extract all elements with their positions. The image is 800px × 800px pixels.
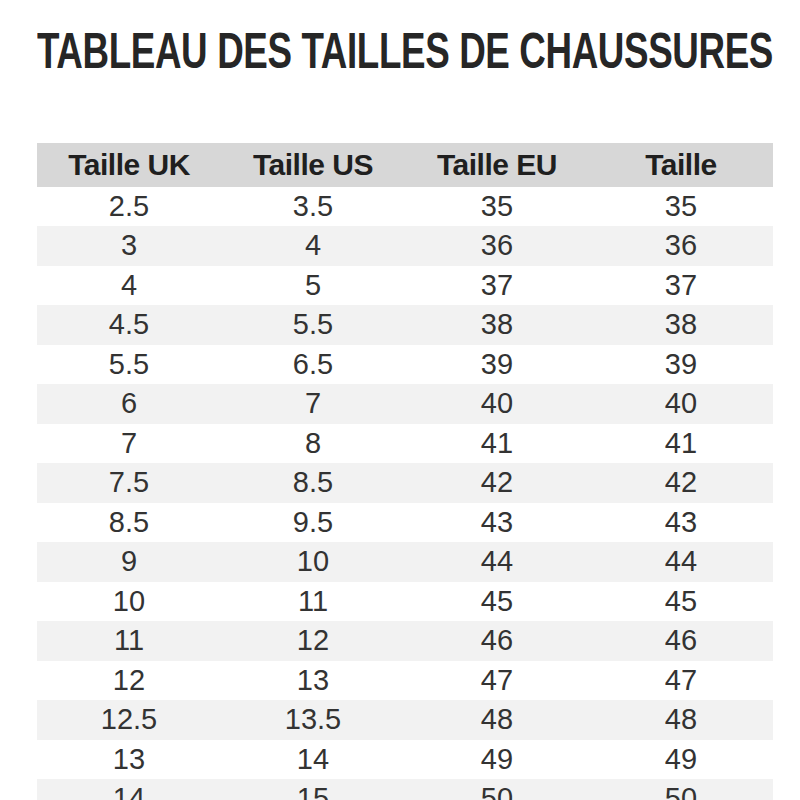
- table-cell: 7.5: [37, 463, 221, 503]
- table-row: 9104444: [37, 542, 773, 582]
- table-cell: 5.5: [221, 305, 405, 345]
- table-cell: 9: [37, 542, 221, 582]
- table-cell: 6: [37, 384, 221, 424]
- table-cell: 3: [37, 226, 221, 266]
- table-cell: 4: [37, 266, 221, 306]
- table-cell: 46: [405, 621, 589, 661]
- table-header-row: Taille UKTaille USTaille EUTaille: [37, 143, 773, 187]
- table-body: 2.53.535353436364537374.55.538385.56.539…: [37, 187, 773, 800]
- table-cell: 38: [589, 305, 773, 345]
- table-cell: 3.5: [221, 187, 405, 227]
- table-cell: 50: [405, 779, 589, 800]
- table-cell: 41: [405, 424, 589, 464]
- table-cell: 49: [589, 740, 773, 780]
- table-cell: 4: [221, 226, 405, 266]
- table-cell: 39: [405, 345, 589, 385]
- header-cell: Taille UK: [37, 143, 221, 187]
- table-cell: 13: [37, 740, 221, 780]
- table-cell: 36: [405, 226, 589, 266]
- table-cell: 45: [589, 582, 773, 622]
- table-cell: 11: [221, 582, 405, 622]
- table-cell: 7: [221, 384, 405, 424]
- table-cell: 11: [37, 621, 221, 661]
- table-cell: 42: [589, 463, 773, 503]
- header-cell: Taille EU: [405, 143, 589, 187]
- table-cell: 14: [221, 740, 405, 780]
- table-cell: 7: [37, 424, 221, 464]
- table-cell: 45: [405, 582, 589, 622]
- table-cell: 12.5: [37, 700, 221, 740]
- table-cell: 43: [405, 503, 589, 543]
- page-title: TABLEAU DES TAILLES DE CHAUSSURES: [37, 26, 773, 76]
- table-cell: 5.5: [37, 345, 221, 385]
- table-cell: 12: [221, 621, 405, 661]
- table-cell: 10: [37, 582, 221, 622]
- table-row: 10114545: [37, 582, 773, 622]
- table-cell: 9.5: [221, 503, 405, 543]
- size-chart-page: TABLEAU DES TAILLES DE CHAUSSURES Taille…: [0, 0, 800, 800]
- table-cell: 6.5: [221, 345, 405, 385]
- table-cell: 8.5: [221, 463, 405, 503]
- table-row: 453737: [37, 266, 773, 306]
- table-cell: 36: [589, 226, 773, 266]
- table-cell: 50: [589, 779, 773, 800]
- header-cell: Taille: [589, 143, 773, 187]
- table-cell: 5: [221, 266, 405, 306]
- table-cell: 46: [589, 621, 773, 661]
- table-cell: 44: [589, 542, 773, 582]
- table-cell: 8: [221, 424, 405, 464]
- table-cell: 37: [405, 266, 589, 306]
- table-cell: 13.5: [221, 700, 405, 740]
- table-row: 5.56.53939: [37, 345, 773, 385]
- table-cell: 42: [405, 463, 589, 503]
- table-row: 4.55.53838: [37, 305, 773, 345]
- table-row: 8.59.54343: [37, 503, 773, 543]
- table-row: 784141: [37, 424, 773, 464]
- table-cell: 12: [37, 661, 221, 701]
- table-cell: 40: [405, 384, 589, 424]
- table-cell: 48: [405, 700, 589, 740]
- table-cell: 15: [221, 779, 405, 800]
- table-cell: 47: [405, 661, 589, 701]
- table-cell: 35: [405, 187, 589, 227]
- table-cell: 4.5: [37, 305, 221, 345]
- table-row: 11124646: [37, 621, 773, 661]
- table-cell: 14: [37, 779, 221, 800]
- table-cell: 39: [589, 345, 773, 385]
- header-cell: Taille US: [221, 143, 405, 187]
- table-cell: 48: [589, 700, 773, 740]
- table-head: Taille UKTaille USTaille EUTaille: [37, 143, 773, 187]
- table-cell: 2.5: [37, 187, 221, 227]
- size-table: Taille UKTaille USTaille EUTaille 2.53.5…: [37, 143, 773, 800]
- table-cell: 40: [589, 384, 773, 424]
- table-cell: 49: [405, 740, 589, 780]
- table-row: 7.58.54242: [37, 463, 773, 503]
- table-row: 12.513.54848: [37, 700, 773, 740]
- table-row: 343636: [37, 226, 773, 266]
- table-cell: 47: [589, 661, 773, 701]
- table-cell: 10: [221, 542, 405, 582]
- table-row: 13144949: [37, 740, 773, 780]
- table-row: 2.53.53535: [37, 187, 773, 227]
- table-cell: 44: [405, 542, 589, 582]
- table-cell: 38: [405, 305, 589, 345]
- table-cell: 41: [589, 424, 773, 464]
- table-cell: 43: [589, 503, 773, 543]
- table-row: 674040: [37, 384, 773, 424]
- table-cell: 13: [221, 661, 405, 701]
- table-cell: 37: [589, 266, 773, 306]
- table-row: 12134747: [37, 661, 773, 701]
- table-cell: 35: [589, 187, 773, 227]
- table-row: 14155050: [37, 779, 773, 800]
- table-cell: 8.5: [37, 503, 221, 543]
